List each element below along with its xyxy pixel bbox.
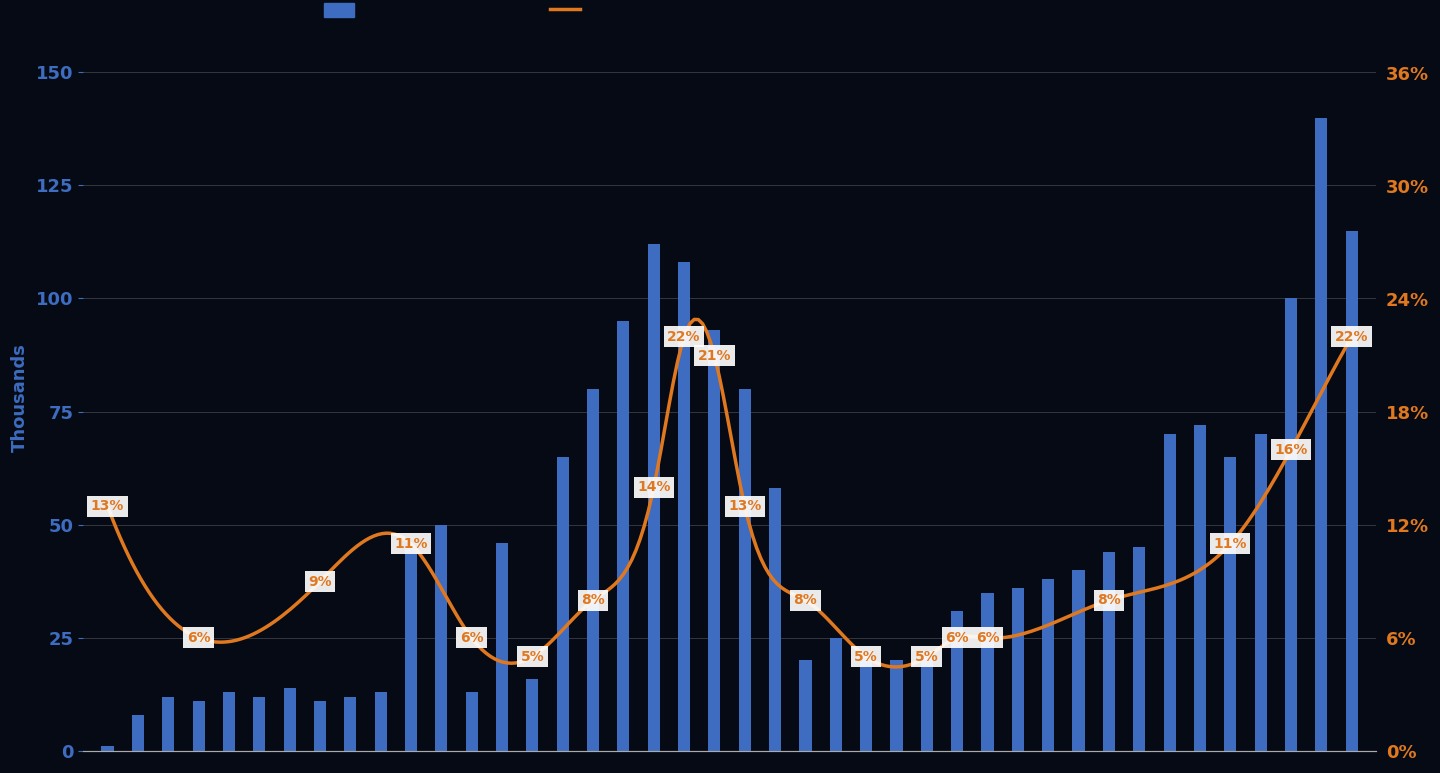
Y-axis label: Thousands: Thousands (12, 343, 29, 452)
Text: 16%: 16% (1274, 443, 1308, 457)
Text: 13%: 13% (729, 499, 762, 513)
Bar (950, 611, 963, 751)
Text: 22%: 22% (1335, 330, 1368, 344)
Text: 6%: 6% (459, 631, 484, 645)
Bar (829, 638, 842, 751)
Text: 8%: 8% (1097, 594, 1120, 608)
Bar (1194, 425, 1205, 751)
Bar (1043, 579, 1054, 751)
Text: 5%: 5% (520, 650, 544, 664)
Bar (1284, 298, 1297, 751)
Bar (920, 652, 933, 751)
Bar (1345, 230, 1358, 751)
Bar (223, 692, 235, 751)
Bar (1254, 434, 1267, 751)
Text: 21%: 21% (697, 349, 732, 363)
Bar (253, 696, 265, 751)
Bar (1315, 117, 1328, 751)
Text: 22%: 22% (667, 330, 701, 344)
Bar (678, 262, 690, 751)
Bar (1133, 547, 1145, 751)
Text: 6%: 6% (187, 631, 210, 645)
Bar (132, 715, 144, 751)
Bar (163, 696, 174, 751)
Bar (860, 652, 873, 751)
Text: 5%: 5% (854, 650, 878, 664)
Bar (193, 701, 204, 751)
Bar (1164, 434, 1175, 751)
Bar (588, 389, 599, 751)
Bar (1012, 588, 1024, 751)
Text: 6%: 6% (946, 631, 969, 645)
Bar (982, 593, 994, 751)
Bar (344, 696, 356, 751)
Bar (284, 687, 295, 751)
Bar (708, 330, 720, 751)
Bar (495, 543, 508, 751)
Bar (769, 489, 780, 751)
Text: 5%: 5% (914, 650, 939, 664)
Bar (101, 747, 114, 751)
Text: 13%: 13% (91, 499, 124, 513)
Bar (648, 244, 660, 751)
Bar (890, 660, 903, 751)
Bar (465, 692, 478, 751)
Text: 6%: 6% (976, 631, 999, 645)
Bar (435, 525, 448, 751)
Bar (799, 660, 812, 751)
Text: 11%: 11% (395, 537, 428, 551)
Text: 9%: 9% (308, 574, 331, 588)
Bar (1103, 552, 1115, 751)
Text: 8%: 8% (793, 594, 818, 608)
Bar (405, 547, 418, 751)
Bar (1224, 457, 1237, 751)
Bar (618, 321, 629, 751)
Bar (526, 679, 539, 751)
Bar (314, 701, 325, 751)
Bar (739, 389, 750, 751)
Text: 11%: 11% (1214, 537, 1247, 551)
Text: 14%: 14% (636, 480, 671, 495)
Bar (557, 457, 569, 751)
Bar (1073, 570, 1084, 751)
Legend: , : , (324, 3, 592, 19)
Bar (374, 692, 387, 751)
Text: 8%: 8% (582, 594, 605, 608)
